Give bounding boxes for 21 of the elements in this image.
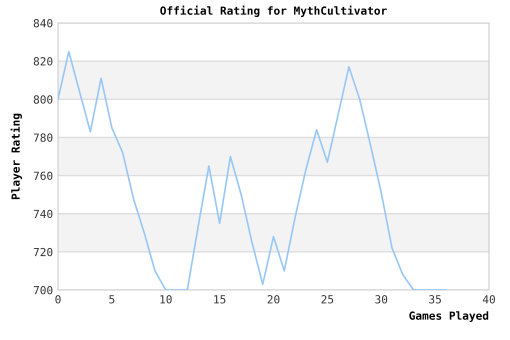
x-tick-label: 35 — [429, 295, 441, 304]
x-tick-label: 25 — [322, 295, 334, 304]
y-tick-label: 740 — [34, 210, 52, 218]
x-tick-label: 15 — [214, 295, 226, 304]
x-tick-label: 10 — [160, 295, 172, 304]
y-tick-label: 760 — [34, 172, 52, 180]
y-tick-label: 820 — [34, 57, 52, 66]
x-tick-label: 5 — [109, 295, 114, 304]
y-tick-label: 840 — [34, 19, 52, 28]
line-series — [58, 50, 447, 290]
x-axis-title: Games Played — [409, 311, 488, 322]
x-tick-label: 30 — [375, 295, 388, 304]
chart-title: Official Rating for MythCultivator — [160, 6, 387, 17]
y-axis-title: Player Rating — [10, 114, 22, 200]
y-tick-label: 780 — [34, 133, 52, 142]
y-tick-label: 700 — [34, 286, 52, 294]
y-tick-label: 800 — [34, 95, 52, 104]
x-tick-label: 20 — [268, 295, 280, 304]
x-tick-label: 40 — [482, 295, 495, 304]
x-tick-label: 0 — [55, 295, 61, 304]
y-tick-label: 720 — [34, 248, 52, 256]
